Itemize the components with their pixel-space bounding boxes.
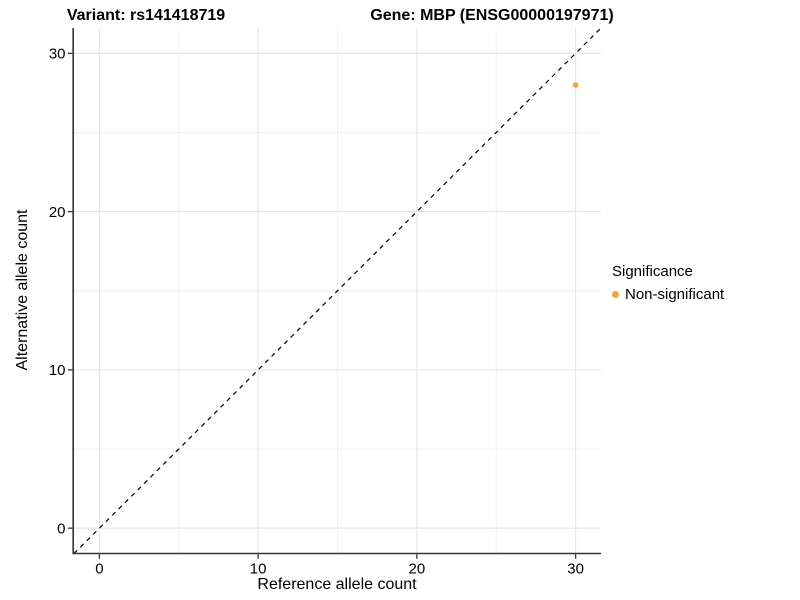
legend: Significance Non-significant xyxy=(612,263,724,303)
legend-key-dot xyxy=(612,291,619,298)
plot-title-variant: Variant: rs141418719 xyxy=(66,7,226,24)
y-tick-label: 0 xyxy=(57,520,65,537)
x-axis-title: Reference allele count xyxy=(257,576,417,593)
x-tick-label: 10 xyxy=(250,561,267,578)
plot-title-gene: Gene: MBP (ENSG00000197971) xyxy=(370,7,614,24)
legend-items: Non-significant xyxy=(612,286,724,303)
y-tick-label: 20 xyxy=(49,204,66,221)
y-tick-label: 10 xyxy=(49,362,66,379)
x-tick-label: 20 xyxy=(409,561,426,578)
legend-item: Non-significant xyxy=(612,286,724,303)
y-axis-title: Alternative allele count xyxy=(14,209,31,371)
data-point xyxy=(572,82,579,88)
x-tick-label: 30 xyxy=(567,561,584,578)
y-tick-label: 30 xyxy=(49,46,66,63)
x-tick-label: 0 xyxy=(95,561,103,578)
legend-title: Significance xyxy=(612,263,693,280)
legend-item-label: Non-significant xyxy=(625,286,725,303)
identity-dashed-line xyxy=(74,28,601,554)
